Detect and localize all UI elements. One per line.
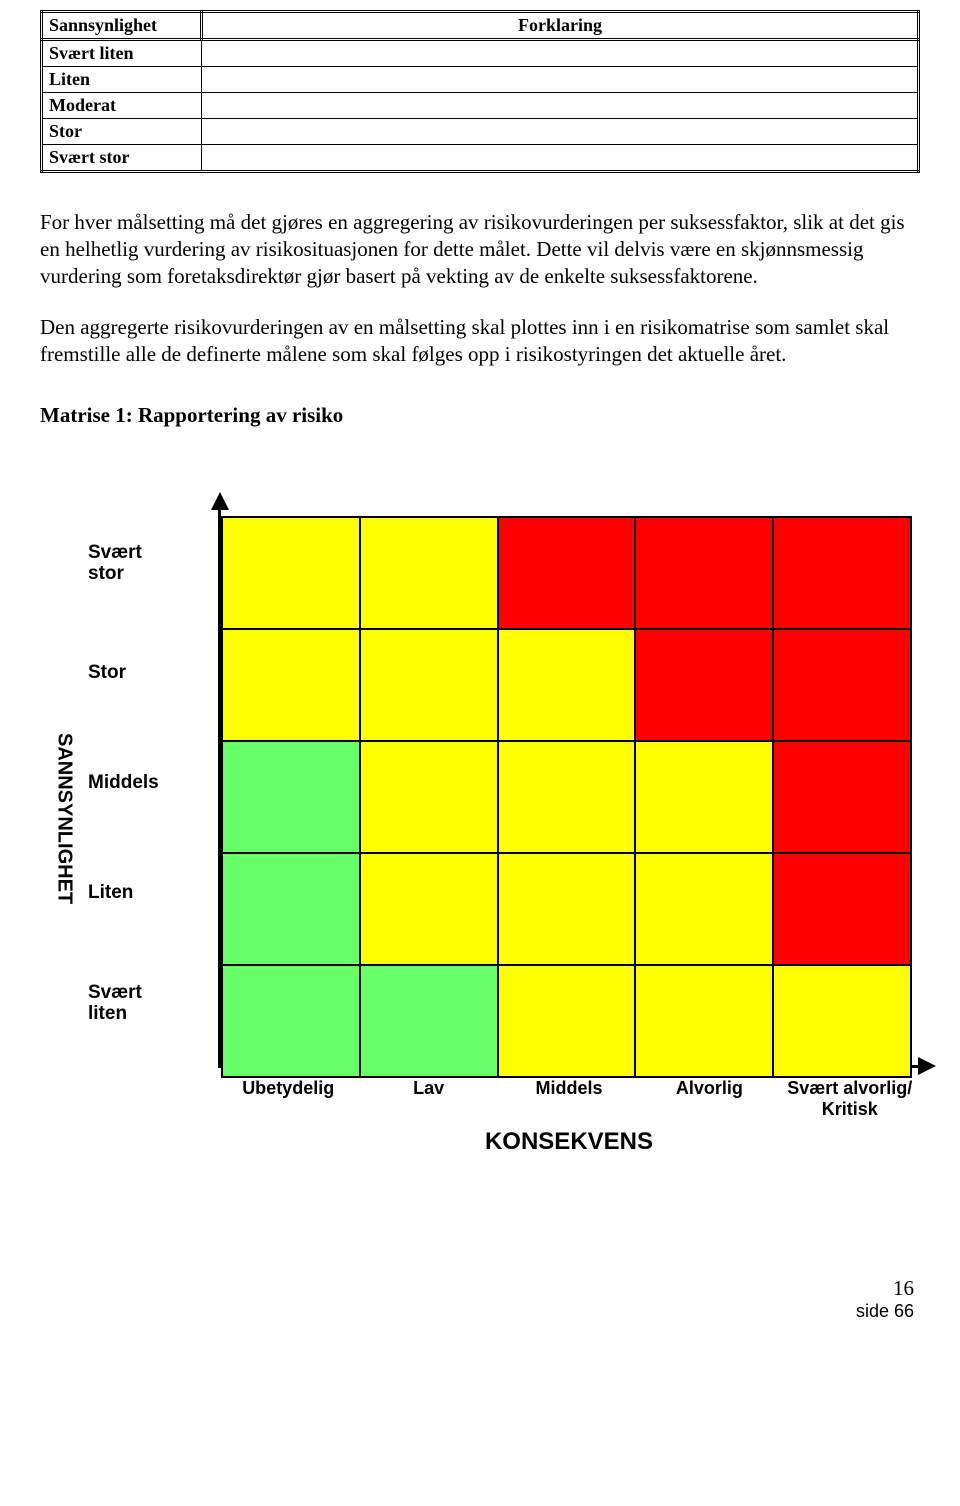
side-label: side 66 — [40, 1301, 920, 1322]
table-cell-value — [202, 119, 919, 145]
paragraph-1: For hver målsetting må det gjøres en agg… — [40, 209, 920, 290]
matrix-cell — [499, 966, 635, 1076]
matrix-cell — [774, 966, 910, 1076]
table-header-sannsynlighet: Sannsynlighet — [42, 12, 202, 40]
matrix-cell — [499, 854, 635, 964]
table-cell-value — [202, 67, 919, 93]
matrix-cell — [774, 518, 910, 628]
matrix-cell — [223, 854, 359, 964]
arrow-up-icon — [211, 492, 229, 510]
body-text: For hver målsetting må det gjøres en agg… — [40, 209, 920, 367]
table-header-forklaring: Forklaring — [202, 12, 919, 40]
table-row: Svært liten — [42, 40, 919, 67]
x-label: Svært alvorlig/Kritisk — [780, 1078, 920, 1119]
table-cell-value — [202, 93, 919, 119]
x-label: Ubetydelig — [218, 1078, 358, 1119]
paragraph-2: Den aggregerte risikovurderingen av en m… — [40, 314, 920, 368]
risk-matrix: SANNSYNLIGHET SværtstorStorMiddelsLitenS… — [40, 508, 920, 1155]
table-row: Moderat — [42, 93, 919, 119]
matrix-heading: Matrise 1: Rapportering av risiko — [40, 403, 920, 428]
matrix-cell — [499, 742, 635, 852]
table-cell-label: Liten — [42, 67, 202, 93]
matrix-cell — [223, 742, 359, 852]
matrix-cell — [636, 630, 772, 740]
y-label: Liten — [88, 882, 218, 904]
table-cell-label: Moderat — [42, 93, 202, 119]
matrix-cell — [223, 966, 359, 1076]
matrix-cell — [636, 518, 772, 628]
matrix-cell — [774, 854, 910, 964]
matrix-cell — [499, 518, 635, 628]
table-cell-label: Stor — [42, 119, 202, 145]
matrix-cell — [223, 518, 359, 628]
page-number: 16 — [40, 1276, 920, 1301]
matrix-cell — [774, 630, 910, 740]
y-label: Stor — [88, 662, 218, 684]
y-label: Middels — [88, 772, 218, 794]
matrix-cell — [636, 854, 772, 964]
matrix-chart — [218, 508, 920, 1068]
table-cell-value — [202, 145, 919, 172]
table-cell-label: Svært liten — [42, 40, 202, 67]
x-axis-title: KONSEKVENS — [218, 1120, 920, 1156]
x-label: Lav — [358, 1078, 498, 1119]
matrix-grid — [221, 516, 912, 1078]
table-cell-label: Svært stor — [42, 145, 202, 172]
matrix-cell — [223, 630, 359, 740]
table-row: Liten — [42, 67, 919, 93]
y-axis-title: SANNSYNLIGHET — [53, 673, 76, 904]
arrow-right-icon — [918, 1057, 936, 1075]
matrix-cell — [361, 742, 497, 852]
y-label: Sværtliten — [88, 982, 218, 1026]
x-label: Alvorlig — [639, 1078, 779, 1119]
table-cell-value — [202, 40, 919, 67]
matrix-cell — [499, 630, 635, 740]
matrix-cell — [361, 966, 497, 1076]
x-label: Middels — [499, 1078, 639, 1119]
y-axis-labels: Sværtstor Stor Middels Liten Sværtliten — [88, 508, 218, 1068]
probability-table: Sannsynlighet Forklaring Svært litenLite… — [40, 10, 920, 173]
matrix-cell — [636, 742, 772, 852]
matrix-cell — [774, 742, 910, 852]
table-row: Svært stor — [42, 145, 919, 172]
matrix-cell — [361, 854, 497, 964]
table-row: Stor — [42, 119, 919, 145]
matrix-cell — [361, 518, 497, 628]
y-label: Sværtstor — [88, 542, 218, 586]
matrix-cell — [636, 966, 772, 1076]
matrix-cell — [361, 630, 497, 740]
